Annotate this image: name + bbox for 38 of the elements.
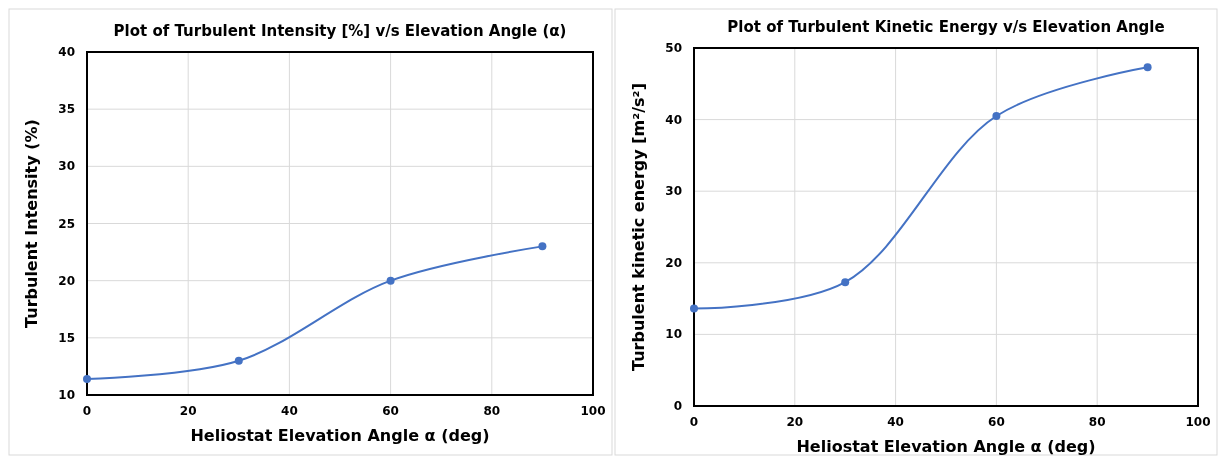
y-tick-label: 20 [58, 273, 75, 288]
point [690, 304, 698, 313]
y-tick-label: 15 [58, 330, 75, 345]
x-tick-label: 0 [82, 404, 92, 418]
x-tick-label: 40 [887, 415, 904, 429]
point [1143, 63, 1152, 72]
x-tick-label: 40 [281, 404, 298, 418]
y-tick-label: 40 [665, 112, 682, 127]
x-tick-label: 60 [382, 404, 399, 418]
point [83, 374, 91, 383]
x-tick-label: 20 [179, 404, 197, 418]
y-tick-label: 40 [58, 45, 75, 59]
x-tick-label: 60 [988, 415, 1005, 429]
x-tick-label: 80 [483, 404, 501, 418]
y-axis-title: Turbulent Intensity (%) [22, 119, 41, 328]
x-axis-title: Heliostat Elevation Angle α (deg) [796, 437, 1096, 456]
x-tick-label: 100 [580, 404, 606, 418]
point [538, 242, 547, 251]
point [841, 278, 850, 287]
y-tick-label: 35 [58, 102, 75, 117]
point [234, 356, 243, 365]
chart-title: Plot of Turbulent Intensity [%] v/s Elevation Angle (α) [113, 22, 567, 40]
x-axis-title: Heliostat Elevation Angle α (deg) [190, 426, 490, 445]
x-tick-label: 0 [689, 415, 699, 429]
y-axis-title: Turbulent kinetic energy [m²/s²] [629, 83, 648, 371]
y-tick-label: 30 [665, 184, 682, 199]
point [992, 112, 1001, 121]
x-tick-label: 100 [1185, 415, 1211, 429]
x-tick-label: 80 [1088, 415, 1106, 429]
y-tick-label: 20 [665, 255, 682, 270]
x-tick-label: 20 [786, 415, 804, 429]
point [386, 276, 395, 285]
chart-title: Plot of Turbulent Kinetic Energy v/s Elevation Angle [727, 18, 1165, 36]
y-tick-label: 25 [58, 216, 75, 231]
y-tick-label: 10 [665, 327, 682, 342]
y-tick-label: 30 [58, 159, 75, 174]
y-tick-label: 50 [665, 41, 682, 55]
y-tick-label: 10 [58, 388, 75, 402]
